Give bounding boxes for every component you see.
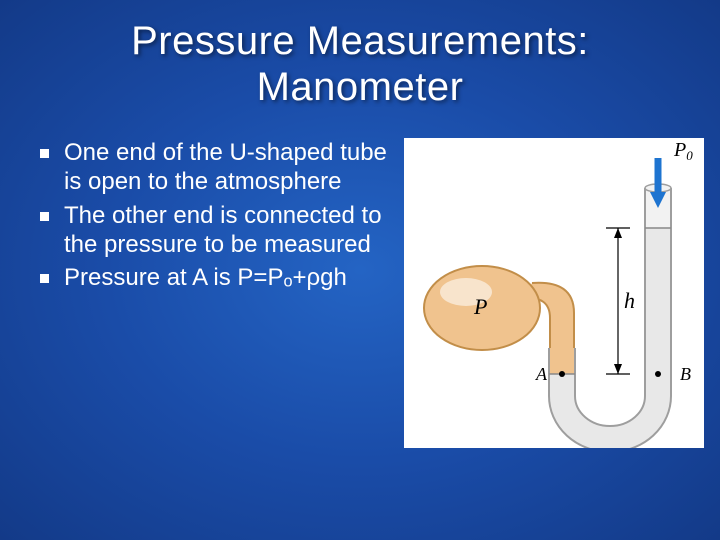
slide-body: One end of the U-shaped tube is open to … [30,138,690,448]
point-a-label: A [535,364,548,384]
h-label: h [624,288,635,313]
bullet-list: One end of the U-shaped tube is open to … [30,138,390,296]
slide-title: Pressure Measurements: Manometer [30,18,690,110]
manometer-diagram: P P0 [404,138,704,448]
bullet-item: One end of the U-shaped tube is open to … [30,138,390,197]
left-gas-column [549,348,575,374]
bulb-label-P: P [473,294,487,319]
point-b-dot [655,371,661,377]
bullet-item: The other end is connected to the pressu… [30,201,390,260]
bullet-item: Pressure at A is P=Pₒ+ρgh [30,263,390,292]
point-a-dot [559,371,565,377]
point-b-label: B [680,364,691,384]
slide: Pressure Measurements: Manometer One end… [0,0,720,540]
manometer-svg: P P0 [404,138,704,448]
